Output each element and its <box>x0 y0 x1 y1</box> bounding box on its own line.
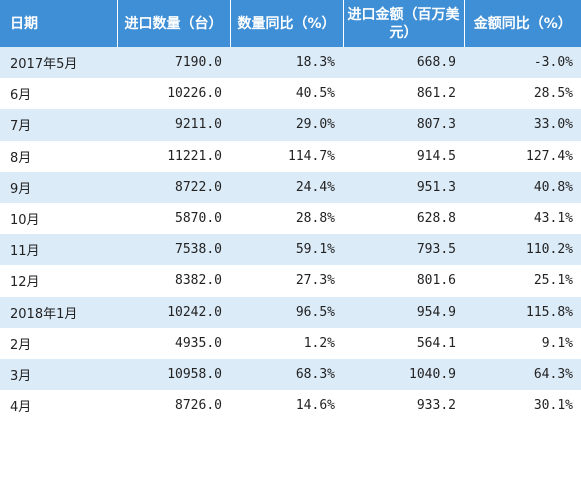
cell-quantity-yoy: 14.6% <box>230 390 343 422</box>
table-row: 10月 5870.0 28.8% 628.8 43.1% <box>0 202 581 235</box>
cell-import-quantity: 8382.0 <box>117 265 230 297</box>
cell-date: 2月 <box>0 327 117 359</box>
cell-amount-yoy: 64.3% <box>464 358 581 391</box>
table-row: 2月 4935.0 1.2% 564.1 9.1% <box>0 327 581 359</box>
cell-amount-yoy: 110.2% <box>464 234 581 266</box>
table-row: 11月 7538.0 59.1% 793.5 110.2% <box>0 234 581 266</box>
cell-date: 2018年1月 <box>0 296 117 328</box>
table-row: 2018年1月 10242.0 96.5% 954.9 115.8% <box>0 296 581 328</box>
cell-import-quantity: 4935.0 <box>117 327 230 359</box>
cell-import-quantity: 7190.0 <box>117 47 230 79</box>
cell-date: 4月 <box>0 390 117 422</box>
cell-amount-yoy: 115.8% <box>464 296 581 328</box>
cell-date: 3月 <box>0 358 117 391</box>
cell-import-quantity: 8722.0 <box>117 171 230 203</box>
cell-amount-yoy: -3.0% <box>464 47 581 79</box>
table-body: 2017年5月 7190.0 18.3% 668.9 -3.0% 6月 10226.0 40.… <box>0 47 581 422</box>
cell-import-quantity: 8726.0 <box>117 390 230 422</box>
cell-import-amount: 564.1 <box>343 327 464 359</box>
table-row: 2017年5月 7190.0 18.3% 668.9 -3.0% <box>0 47 581 79</box>
header-quantity-yoy: 数量同比（%） <box>230 0 344 47</box>
cell-import-amount: 861.2 <box>343 78 464 110</box>
cell-import-quantity: 10226.0 <box>117 78 230 110</box>
cell-date: 11月 <box>0 234 117 266</box>
cell-amount-yoy: 33.0% <box>464 109 581 141</box>
cell-amount-yoy: 30.1% <box>464 390 581 422</box>
cell-import-quantity: 10958.0 <box>117 358 230 391</box>
cell-quantity-yoy: 40.5% <box>230 78 343 110</box>
cell-import-amount: 914.5 <box>343 140 464 172</box>
table-row: 4月 8726.0 14.6% 933.2 30.1% <box>0 390 581 422</box>
header-amount-yoy: 金额同比（%） <box>464 0 581 47</box>
import-data-table: 日期 进口数量（台） 数量同比（%） 进口金额（百万美元） 金额同比（%） 20… <box>0 0 581 422</box>
cell-amount-yoy: 40.8% <box>464 171 581 203</box>
cell-date: 8月 <box>0 140 117 172</box>
cell-import-quantity: 5870.0 <box>117 202 230 235</box>
table-header-row: 日期 进口数量（台） 数量同比（%） 进口金额（百万美元） 金额同比（%） <box>0 0 581 47</box>
cell-import-amount: 954.9 <box>343 296 464 328</box>
cell-quantity-yoy: 1.2% <box>230 327 343 359</box>
table-row: 8月 11221.0 114.7% 914.5 127.4% <box>0 140 581 172</box>
cell-quantity-yoy: 114.7% <box>230 140 343 172</box>
cell-date: 7月 <box>0 109 117 141</box>
cell-import-amount: 951.3 <box>343 171 464 203</box>
cell-import-amount: 807.3 <box>343 109 464 141</box>
cell-quantity-yoy: 59.1% <box>230 234 343 266</box>
cell-date: 9月 <box>0 171 117 203</box>
cell-amount-yoy: 28.5% <box>464 78 581 110</box>
cell-import-quantity: 9211.0 <box>117 109 230 141</box>
table-row: 7月 9211.0 29.0% 807.3 33.0% <box>0 109 581 141</box>
header-import-amount: 进口金额（百万美元） <box>343 0 465 47</box>
table-row: 12月 8382.0 27.3% 801.6 25.1% <box>0 265 581 297</box>
table-row: 9月 8722.0 24.4% 951.3 40.8% <box>0 171 581 203</box>
cell-quantity-yoy: 27.3% <box>230 265 343 297</box>
cell-quantity-yoy: 28.8% <box>230 202 343 235</box>
cell-date: 2017年5月 <box>0 47 117 79</box>
cell-quantity-yoy: 68.3% <box>230 358 343 391</box>
cell-import-amount: 801.6 <box>343 265 464 297</box>
cell-date: 6月 <box>0 78 117 110</box>
cell-amount-yoy: 9.1% <box>464 327 581 359</box>
cell-amount-yoy: 43.1% <box>464 202 581 235</box>
cell-quantity-yoy: 24.4% <box>230 171 343 203</box>
cell-quantity-yoy: 18.3% <box>230 47 343 79</box>
cell-import-amount: 668.9 <box>343 47 464 79</box>
cell-import-amount: 933.2 <box>343 390 464 422</box>
cell-date: 10月 <box>0 202 117 235</box>
cell-amount-yoy: 25.1% <box>464 265 581 297</box>
cell-import-quantity: 11221.0 <box>117 140 230 172</box>
cell-quantity-yoy: 29.0% <box>230 109 343 141</box>
cell-amount-yoy: 127.4% <box>464 140 581 172</box>
header-import-quantity: 进口数量（台） <box>117 0 231 47</box>
cell-import-quantity: 10242.0 <box>117 296 230 328</box>
header-date: 日期 <box>0 0 118 47</box>
table-row: 3月 10958.0 68.3% 1040.9 64.3% <box>0 358 581 391</box>
cell-quantity-yoy: 96.5% <box>230 296 343 328</box>
cell-import-amount: 793.5 <box>343 234 464 266</box>
cell-import-amount: 628.8 <box>343 202 464 235</box>
cell-date: 12月 <box>0 265 117 297</box>
table-row: 6月 10226.0 40.5% 861.2 28.5% <box>0 78 581 110</box>
cell-import-amount: 1040.9 <box>343 358 464 391</box>
cell-import-quantity: 7538.0 <box>117 234 230 266</box>
